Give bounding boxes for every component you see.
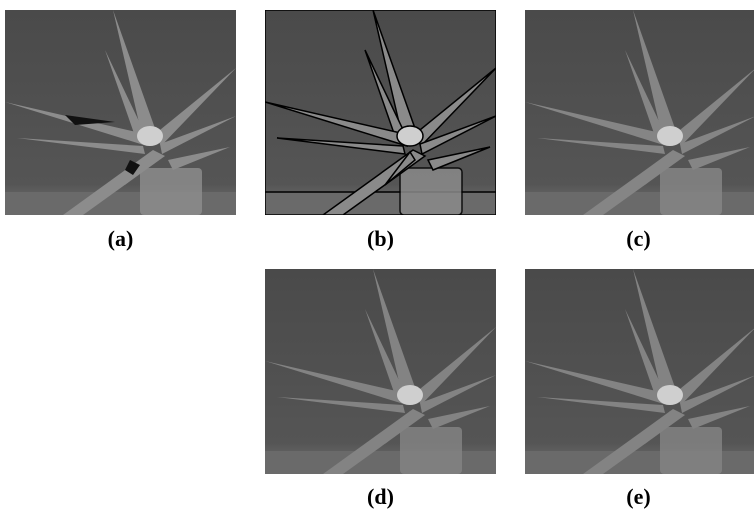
panel-image	[265, 10, 496, 215]
panel-image	[525, 10, 754, 215]
panel-label: (d)	[265, 484, 496, 510]
figure: (a) (b) (c) (d) (e) (() => { const data …	[0, 0, 754, 511]
panel-label: (c)	[523, 226, 754, 252]
panel-label: (b)	[265, 226, 496, 252]
panel-image	[5, 10, 236, 215]
panel-image	[525, 268, 754, 475]
panel-label: (a)	[5, 226, 236, 252]
panel-label: (e)	[523, 484, 754, 510]
panel-image	[265, 268, 496, 475]
